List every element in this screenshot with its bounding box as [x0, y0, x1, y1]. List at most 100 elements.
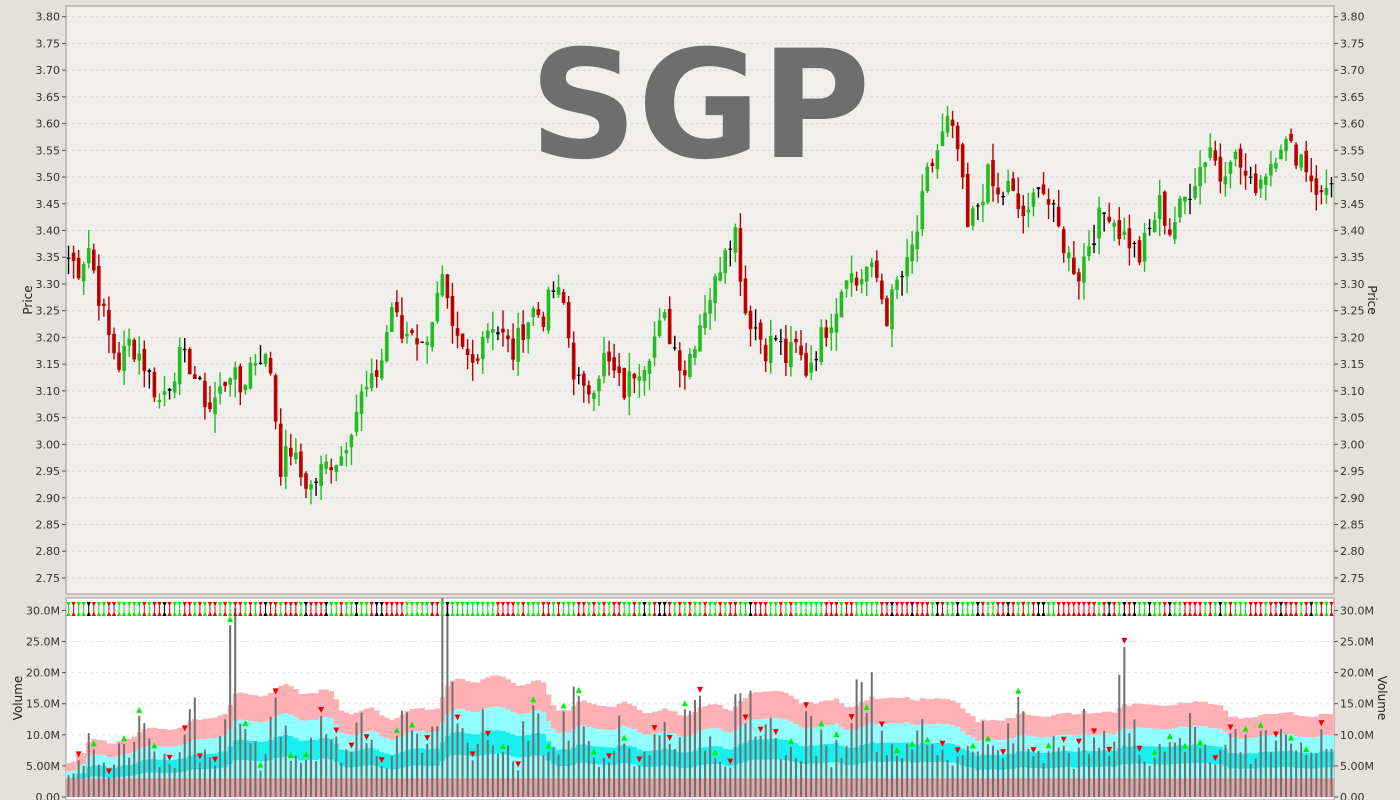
ohlc-bar — [203, 372, 207, 420]
ohlc-bar — [324, 454, 328, 475]
ribbon-mark — [1021, 602, 1026, 616]
volume-bar — [1062, 745, 1065, 797]
ribbon-mark — [359, 602, 364, 616]
ribbon-mark — [278, 602, 283, 616]
ohlc-bar — [627, 353, 632, 416]
ribbon-mark — [505, 602, 511, 616]
ohlc-bar — [1319, 185, 1324, 205]
volume-bar — [552, 747, 555, 797]
ohlc-bar — [1324, 169, 1329, 204]
signal-marker — [212, 756, 219, 763]
signal-marker — [75, 751, 82, 758]
ribbon-mark — [1192, 602, 1198, 616]
signal-marker — [924, 736, 931, 743]
ohlc-bar — [960, 142, 965, 190]
ribbon-mark — [728, 602, 733, 616]
ohlc-bar — [198, 375, 202, 381]
ribbon-mark — [263, 602, 268, 616]
volume-bar — [921, 719, 924, 797]
ohlc-bar — [132, 338, 136, 363]
volume-bar — [416, 733, 419, 797]
volume-bar — [1244, 734, 1247, 797]
signal-marker — [378, 757, 385, 764]
ohlc-bar — [430, 321, 435, 352]
ribbon-mark — [1127, 602, 1132, 616]
ribbon-mark — [611, 602, 617, 616]
ohlc-bar — [1294, 142, 1298, 170]
ohlc-bar — [248, 356, 253, 390]
volume-bar — [724, 766, 727, 797]
ribbon-mark — [920, 602, 925, 616]
volume-bar — [911, 749, 914, 797]
volume-bar — [426, 744, 429, 797]
ribbon-mark — [712, 602, 718, 616]
ohlc-bar — [475, 354, 480, 365]
volume-bar — [219, 736, 222, 797]
price-tick-label-left: 3.60 — [36, 118, 61, 131]
volume-bar — [562, 711, 565, 797]
ribbon-mark — [268, 602, 273, 616]
ohlc-bar — [465, 339, 470, 370]
ohlc-bar — [779, 328, 783, 355]
volume-bar — [537, 713, 540, 797]
volume-bar — [633, 766, 636, 797]
ohlc-bar — [546, 286, 551, 334]
volume-bar — [673, 748, 676, 797]
volume-tick-label-right: 15.0M — [1340, 698, 1374, 711]
price-tick-label-left: 3.45 — [36, 198, 61, 211]
ohlc-bar — [1102, 211, 1106, 232]
volume-bar — [1234, 729, 1237, 797]
ribbon-mark — [66, 602, 71, 616]
ribbon-mark — [1081, 602, 1087, 616]
ribbon-mark — [1031, 602, 1036, 616]
ohlc-bar — [991, 143, 995, 202]
volume-bar — [1082, 708, 1085, 797]
ohlc-bar — [1213, 140, 1218, 166]
signal-marker — [499, 742, 506, 749]
price-tick-label-left: 2.95 — [36, 465, 61, 478]
ribbon-mark — [1167, 602, 1173, 616]
ribbon-mark — [329, 602, 334, 616]
ribbon-mark — [1152, 602, 1157, 616]
volume-bar — [133, 741, 136, 797]
ribbon-mark — [500, 602, 506, 616]
ohlc-bar — [1299, 153, 1303, 172]
volume-bar — [628, 748, 631, 797]
ribbon-mark — [147, 602, 152, 616]
ohlc-bar — [66, 245, 71, 275]
ohlc-bar — [976, 203, 980, 221]
price-tick-label-right: 2.75 — [1340, 572, 1365, 585]
ribbon-mark — [111, 602, 117, 616]
signal-marker — [1060, 736, 1067, 743]
ribbon-mark — [1243, 602, 1248, 616]
volume-bar — [143, 723, 146, 797]
volume-bar — [1148, 765, 1151, 797]
volume-bar — [1295, 750, 1298, 797]
ohlc-bar — [1157, 179, 1162, 237]
ohlc-bar — [981, 183, 985, 222]
volume-bar — [547, 751, 550, 797]
ohlc-bar — [713, 273, 717, 322]
volume-bar — [168, 763, 171, 797]
ohlc-bar — [1026, 192, 1031, 228]
ribbon-mark — [1041, 602, 1046, 616]
volume-bar — [582, 726, 585, 797]
volume-tick-label-right: 0.00 — [1340, 791, 1365, 800]
ohlc-bar — [1274, 157, 1278, 172]
volume-bar — [885, 755, 888, 797]
ribbon-mark — [909, 602, 915, 616]
ohlc-bar — [410, 328, 414, 336]
volume-bar — [198, 762, 201, 797]
ribbon-mark — [1051, 602, 1056, 616]
volume-bar — [1103, 730, 1106, 797]
signal-marker — [909, 740, 916, 747]
ohlc-bar — [592, 390, 596, 412]
volume-bar — [956, 756, 959, 797]
ribbon-mark — [248, 602, 253, 616]
volume-bar — [249, 743, 252, 797]
volume-bar — [688, 710, 691, 797]
volume-bar — [653, 734, 656, 797]
volume-bar — [350, 751, 353, 797]
volume-bar — [608, 762, 611, 797]
volume-bar — [178, 752, 181, 797]
